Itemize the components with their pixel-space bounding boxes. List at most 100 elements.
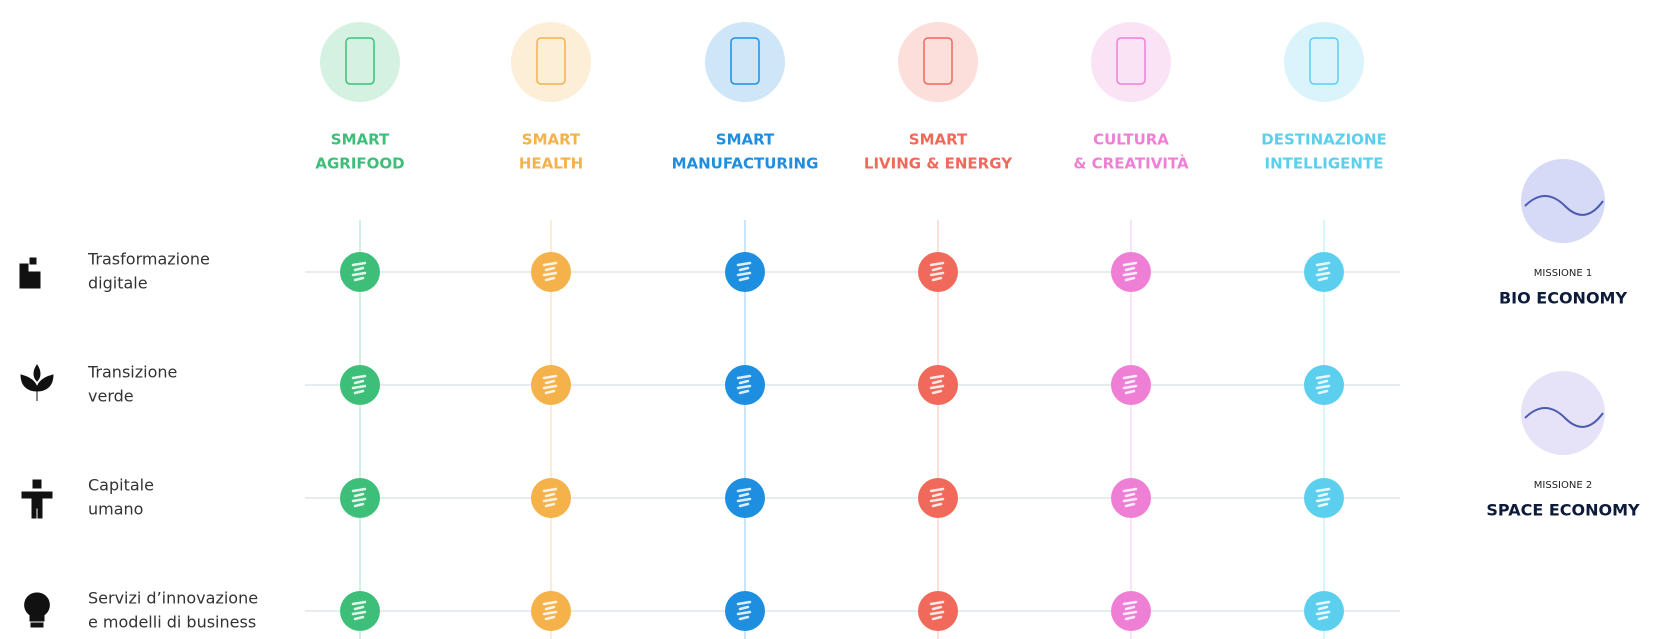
mission-illustration — [1521, 159, 1605, 243]
node — [725, 365, 765, 405]
node-stripe — [738, 276, 750, 282]
column-label: DESTINAZIONE — [1261, 131, 1387, 149]
node-stripe — [351, 600, 367, 606]
row-label: umano — [88, 500, 143, 519]
node-stripe — [736, 487, 752, 493]
node-stripe — [929, 374, 945, 380]
node-stripe — [738, 266, 750, 272]
node-circle — [1111, 365, 1151, 405]
node-stripe — [351, 261, 367, 267]
node — [1111, 252, 1151, 292]
node — [531, 365, 571, 405]
node — [918, 478, 958, 518]
node-circle — [340, 591, 380, 631]
node-stripe — [1124, 492, 1136, 498]
node-stripe — [542, 374, 558, 380]
column-label: & CREATIVITÀ — [1073, 154, 1189, 173]
node-stripe — [544, 502, 556, 508]
row-icon — [20, 364, 54, 401]
node — [1304, 365, 1344, 405]
node-stripe — [1124, 502, 1136, 508]
mission-title: BIO ECONOMY — [1499, 289, 1628, 308]
node-stripe — [931, 266, 943, 272]
node-circle — [725, 365, 765, 405]
node-stripe — [931, 605, 943, 611]
node-stripe — [542, 497, 558, 503]
node-circle — [1304, 365, 1344, 405]
row-label: e modelli di business — [88, 613, 256, 632]
node-stripe — [738, 615, 750, 621]
column-illustration — [898, 22, 978, 102]
row-label: Servizi d’innovazione — [88, 589, 258, 608]
node-stripe — [353, 502, 365, 508]
illustration-detail — [730, 37, 760, 85]
node — [1304, 591, 1344, 631]
column-label: AGRIFOOD — [315, 155, 404, 173]
node-circle — [531, 478, 571, 518]
node — [918, 591, 958, 631]
node-circle — [1304, 478, 1344, 518]
node-stripe — [351, 384, 367, 390]
node-stripe — [353, 266, 365, 272]
illustration-detail — [1309, 37, 1339, 85]
node-stripe — [544, 615, 556, 621]
node — [340, 478, 380, 518]
row-label: Transizione — [87, 363, 177, 382]
column-label: SMART — [716, 131, 775, 149]
row-icon — [24, 592, 50, 628]
node-stripe — [929, 600, 945, 606]
mission-label: MISSIONE 1 — [1534, 268, 1592, 279]
node-stripe — [544, 605, 556, 611]
mission-detail — [1524, 195, 1604, 216]
node-stripe — [931, 276, 943, 282]
node-stripe — [736, 497, 752, 503]
node-circle — [725, 252, 765, 292]
node-circle — [1111, 591, 1151, 631]
illustration-detail — [345, 37, 375, 85]
node — [918, 252, 958, 292]
node — [918, 365, 958, 405]
node-stripe — [1122, 600, 1138, 606]
node-stripe — [736, 610, 752, 616]
mission-title: SPACE ECONOMY — [1486, 501, 1640, 520]
column-label: SMART — [522, 131, 581, 149]
node-stripe — [1122, 271, 1138, 277]
node — [340, 365, 380, 405]
column-illustration — [511, 22, 591, 102]
node-stripe — [1317, 389, 1329, 395]
node — [725, 478, 765, 518]
column-illustration — [1091, 22, 1171, 102]
node — [725, 252, 765, 292]
column-label: HEALTH — [519, 155, 583, 173]
node-stripe — [738, 389, 750, 395]
node-stripe — [351, 487, 367, 493]
node-stripe — [1315, 261, 1331, 267]
node-stripe — [929, 261, 945, 267]
node-stripe — [1124, 266, 1136, 272]
node-circle — [725, 478, 765, 518]
node — [1304, 478, 1344, 518]
node-stripe — [1122, 384, 1138, 390]
node-circle — [340, 252, 380, 292]
node — [340, 591, 380, 631]
node-stripe — [736, 261, 752, 267]
node-stripe — [353, 615, 365, 621]
node-stripe — [1124, 379, 1136, 385]
node-stripe — [1124, 276, 1136, 282]
node-stripe — [1317, 502, 1329, 508]
node-stripe — [736, 271, 752, 277]
node-stripe — [353, 276, 365, 282]
node-circle — [1111, 252, 1151, 292]
node-circle — [1304, 252, 1344, 292]
row-icon — [21, 479, 53, 519]
node — [1111, 591, 1151, 631]
node-stripe — [351, 610, 367, 616]
node-stripe — [1122, 497, 1138, 503]
node-stripe — [1317, 276, 1329, 282]
node-stripe — [544, 379, 556, 385]
node-stripe — [1122, 374, 1138, 380]
node-stripe — [738, 605, 750, 611]
node-stripe — [736, 384, 752, 390]
node-stripe — [738, 379, 750, 385]
